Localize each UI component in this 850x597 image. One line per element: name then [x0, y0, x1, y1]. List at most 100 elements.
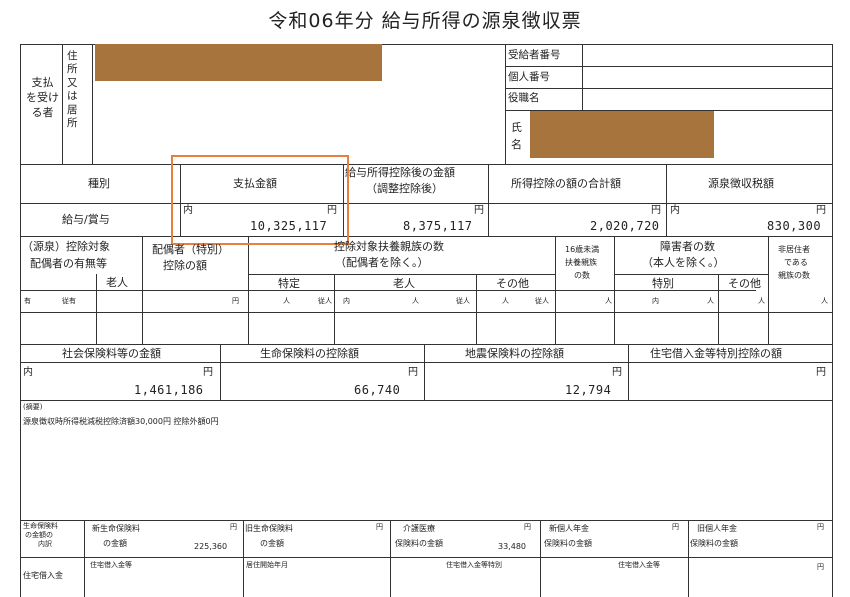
- person-mark: 人: [283, 297, 290, 305]
- have-mark: 有: [24, 297, 31, 305]
- total-deduction-header: 所得控除の額の合計額: [511, 177, 621, 190]
- yen-mark: 円: [672, 523, 679, 531]
- yen-mark: 円: [817, 523, 824, 531]
- recipient-number-label: 受給者番号: [508, 49, 561, 61]
- residence-start-label: 居住開始年月: [246, 561, 288, 569]
- social-insurance-value: 1,461,186: [134, 383, 204, 397]
- new-pension-label-1: 新個人年金: [549, 524, 589, 533]
- person-mark: 人: [502, 297, 509, 305]
- housing-loan-label-2: 住宅借入金等: [90, 561, 132, 569]
- sub-person-mark: 従人: [318, 297, 332, 305]
- life-detail-label-3: 内訳: [38, 540, 52, 548]
- subordinate-mark: 従有: [62, 297, 76, 305]
- yen-mark: 円: [817, 563, 824, 571]
- life-insurance-header: 生命保険料の控除額: [260, 347, 359, 360]
- spouse-label-2: 配偶者の有無等: [30, 257, 107, 270]
- housing-deduction-header: 住宅借入金等特別控除の額: [650, 347, 782, 360]
- yen-mark: 円: [327, 205, 337, 216]
- yen-mark: 円: [816, 205, 826, 216]
- housing-special-label: 住宅借入金等特別: [446, 561, 502, 569]
- after-deduction-header: 給与所得控除後の金額: [345, 166, 455, 179]
- after-deduction-sub: （調整控除後）: [366, 182, 443, 195]
- old-pension-label-1: 旧個人年金: [697, 524, 737, 533]
- new-life-value: 225,360: [194, 542, 228, 551]
- yen-mark: 円: [612, 367, 622, 378]
- elderly-label: 老人: [106, 276, 128, 289]
- highlight-box: [171, 155, 349, 245]
- nonresident-label-1: 非居住者: [778, 245, 810, 254]
- name-label: 氏 名: [511, 121, 522, 151]
- payee-section-label: 支払 を受け る者: [26, 76, 59, 119]
- new-pension-label-2: 保険料の金額: [544, 539, 592, 548]
- person-mark: 人: [758, 297, 765, 305]
- sub-person-mark: 従人: [456, 297, 470, 305]
- housing-loan-label: 住宅借入金: [23, 571, 63, 580]
- nonresident-label-2: である: [784, 258, 808, 267]
- personal-number-label: 個人番号: [508, 71, 550, 83]
- yen-mark: 円: [376, 523, 383, 531]
- remarks-text: 源泉徴収時所得税減税控除済額30,000円 控除外額0円: [23, 417, 219, 426]
- old-life-label-1: 旧生命保険料: [245, 524, 293, 533]
- person-mark: 人: [707, 297, 714, 305]
- under16-label-3: の数: [574, 271, 590, 280]
- disabled-label-2: （本人を除く。）: [642, 256, 725, 269]
- yen-mark: 円: [816, 367, 826, 378]
- care-label-2: 保険料の金額: [395, 539, 443, 548]
- person-mark: 人: [412, 297, 419, 305]
- life-insurance-value: 66,740: [354, 383, 401, 397]
- elderly2-label: 老人: [393, 277, 415, 290]
- care-label-1: 介護医療: [403, 524, 435, 533]
- paid-amount-header: 支払金額: [233, 177, 277, 190]
- yen-mark: 円: [230, 523, 237, 531]
- care-value: 33,480: [498, 542, 526, 551]
- total-deduction-value: 2,020,720: [590, 219, 660, 233]
- new-life-label-2: の金額: [103, 539, 127, 548]
- yen-mark: 円: [651, 205, 661, 216]
- under16-label-1: 16歳未満: [565, 245, 600, 254]
- earthquake-insurance-value: 12,794: [565, 383, 612, 397]
- old-pension-label-2: 保険料の金額: [690, 539, 738, 548]
- life-detail-label-2: の金額の: [25, 531, 53, 539]
- other-label: その他: [496, 277, 529, 290]
- specific-label: 特定: [278, 277, 300, 290]
- social-insurance-header: 社会保険料等の金額: [62, 347, 161, 360]
- inner-mark: 内: [23, 367, 33, 378]
- under16-label-2: 扶養親族: [565, 258, 597, 267]
- type-value: 給与/賞与: [62, 213, 110, 226]
- sub-person-mark: 従人: [535, 297, 549, 305]
- special-label: 特別: [652, 277, 674, 290]
- redacted-name: [530, 111, 714, 158]
- special-spouse-label-2: 控除の額: [163, 259, 207, 272]
- life-detail-label-1: 生命保険料: [23, 522, 58, 530]
- redacted-address: [95, 44, 382, 81]
- paid-amount-value: 10,325,117: [250, 219, 328, 233]
- old-life-label-2: の金額: [260, 539, 284, 548]
- nonresident-label-3: 親族の数: [778, 271, 810, 280]
- withholding-value: 830,300: [767, 219, 822, 233]
- after-deduction-value: 8,375,117: [403, 219, 473, 233]
- inner-mark: 内: [670, 205, 680, 216]
- inner-mark: 内: [183, 205, 193, 216]
- person-mark: 人: [821, 297, 828, 305]
- disabled-label-1: 障害者の数: [660, 240, 715, 253]
- earthquake-insurance-header: 地震保険料の控除額: [465, 347, 564, 360]
- type-header: 種別: [88, 177, 110, 190]
- remarks-label: (摘要): [23, 403, 43, 411]
- dependents-label-1: 控除対象扶養親族の数: [334, 240, 444, 253]
- yen-mark: 円: [474, 205, 484, 216]
- address-label: 住 所 又 は 居 所: [67, 50, 78, 130]
- yen-mark: 円: [232, 297, 239, 305]
- yen-mark: 円: [524, 523, 531, 531]
- position-label: 役職名: [508, 92, 540, 104]
- yen-mark: 円: [408, 367, 418, 378]
- inner-mark: 内: [343, 297, 350, 305]
- special-spouse-label-1: 配偶者（特別）: [152, 243, 229, 256]
- person-mark: 人: [605, 297, 612, 305]
- new-life-label-1: 新生命保険料: [92, 524, 140, 533]
- inner-mark: 内: [652, 297, 659, 305]
- document-title: 令和06年分 給与所得の源泉徴収票: [268, 10, 582, 32]
- other2-label: その他: [728, 277, 761, 290]
- housing-loan-label-3: 住宅借入金等: [618, 561, 660, 569]
- withholding-header: 源泉徴収税額: [708, 177, 774, 190]
- dependents-label-2: （配偶者を除く。）: [335, 256, 429, 269]
